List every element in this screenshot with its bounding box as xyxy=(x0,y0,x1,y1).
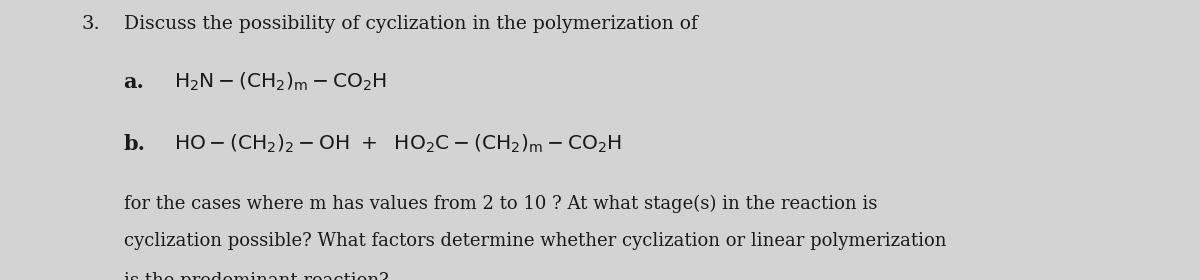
Text: is the predominant reaction?: is the predominant reaction? xyxy=(124,272,389,280)
Text: cyclization possible? What factors determine whether cyclization or linear polym: cyclization possible? What factors deter… xyxy=(124,232,946,250)
Text: for the cases where m has values from 2 to 10 ? At what stage(s) in the reaction: for the cases where m has values from 2 … xyxy=(124,194,877,213)
Text: b.: b. xyxy=(124,134,145,154)
Text: 3.: 3. xyxy=(82,15,101,33)
Text: $\mathrm{H_2N-(CH_2)_m-CO_2H}$: $\mathrm{H_2N-(CH_2)_m-CO_2H}$ xyxy=(174,71,388,94)
Text: a.: a. xyxy=(124,72,144,92)
Text: Discuss the possibility of cyclization in the polymerization of: Discuss the possibility of cyclization i… xyxy=(124,15,697,33)
Text: $\mathrm{HO-(CH_2)_2-OH \ + \ \ HO_2C-(CH_2)_m-CO_2H}$: $\mathrm{HO-(CH_2)_2-OH \ + \ \ HO_2C-(C… xyxy=(174,133,622,155)
